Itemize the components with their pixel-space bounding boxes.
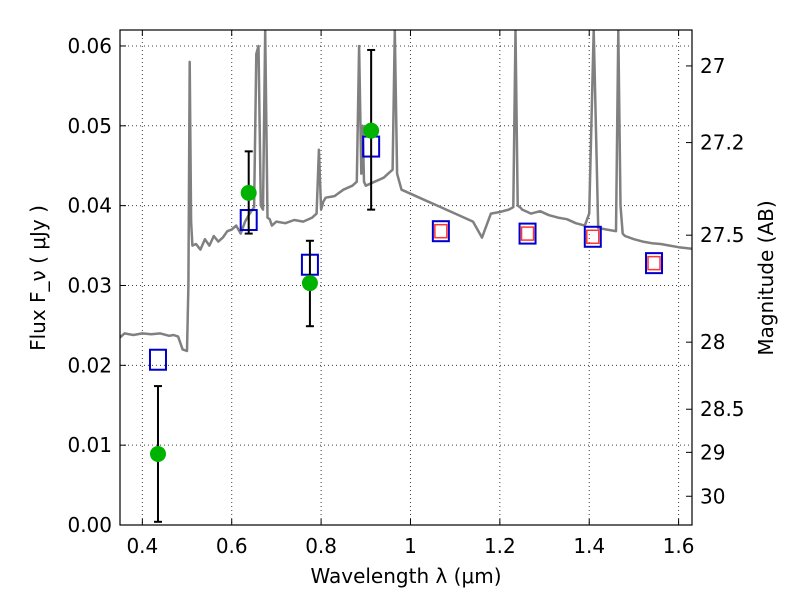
y-tick-label: 0.06 <box>67 34 112 58</box>
y-tick-label: 0.04 <box>67 194 112 218</box>
plot-frame <box>119 29 693 526</box>
model-point-blue <box>583 225 602 248</box>
y-tick-label: 0.01 <box>67 433 112 457</box>
right-tick-label: 27.5 <box>700 223 745 247</box>
model-point-red <box>647 255 661 271</box>
model-point-red <box>520 226 535 241</box>
right-tick-label: 27.2 <box>700 131 745 155</box>
right-tick-label: 28 <box>700 330 725 354</box>
spectrum-line <box>120 30 692 353</box>
x-tick-label: 1.4 <box>573 534 605 558</box>
x-tick-label: 1.6 <box>663 534 695 558</box>
y-tick-label: 0.02 <box>67 353 112 377</box>
x-tick-label: 0.4 <box>126 534 158 558</box>
y-axis-title: Flux F_ν ( μJy ) <box>26 205 50 351</box>
x-tick-label: 1 <box>404 534 417 558</box>
right-tick-label: 30 <box>700 484 725 508</box>
observed-point <box>240 184 257 201</box>
model-point-blue <box>148 348 167 371</box>
x-tick-label: 0.8 <box>305 534 337 558</box>
axis-ticks: 0.4 0.6 0.8 1 1.2 1.4 1.6 0.00 0.01 0.02 0.03 0.04 0… <box>67 30 745 558</box>
observed-point <box>149 445 166 462</box>
y-tick-label: 0.05 <box>67 114 112 138</box>
right-tick-label: 28.5 <box>700 397 745 421</box>
model-point-red <box>586 229 600 245</box>
observed-point <box>301 275 318 292</box>
model-point-red <box>434 223 448 239</box>
x-tick-label: 1.2 <box>484 534 516 558</box>
y-tick-label: 0.00 <box>67 513 112 537</box>
model-point-blue <box>431 220 450 243</box>
x-axis-title: Wavelength λ (μm) <box>310 564 501 588</box>
right-tick-label: 29 <box>700 440 725 464</box>
plot-area <box>120 30 692 523</box>
model-point-blue <box>518 222 537 245</box>
right-tick-label: 27 <box>700 54 725 78</box>
observed-point <box>363 122 380 139</box>
model-point-blue <box>645 252 664 275</box>
right-axis-title: Magnitude (AB) <box>754 200 778 355</box>
y-tick-label: 0.03 <box>67 273 112 297</box>
x-tick-label: 0.6 <box>216 534 248 558</box>
